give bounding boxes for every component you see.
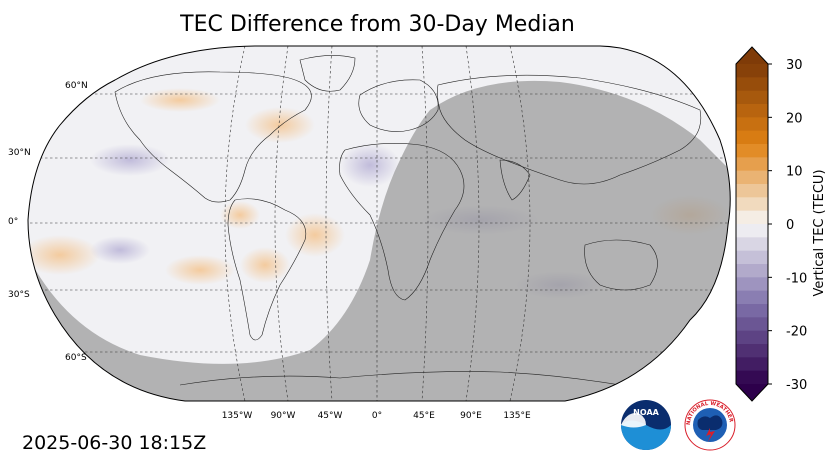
asia-outline	[437, 74, 702, 185]
colorbar-step	[736, 237, 768, 252]
lon-label: 90°W	[271, 411, 296, 421]
lon-label: 45°W	[318, 411, 343, 421]
colorbar-ticks: 30 20 10 0 -10 -20 -30	[768, 58, 807, 393]
europe-outline	[358, 79, 439, 132]
africa-outline	[339, 143, 465, 301]
colorbar-step	[736, 264, 768, 278]
colorbar-step	[736, 170, 768, 185]
lat-label: 30°N	[8, 148, 31, 158]
australia-outline	[584, 239, 658, 291]
antarctica-outline	[179, 371, 621, 386]
noaa-logo-text: NOAA	[633, 408, 659, 417]
agency-logos: NOAA NATIONAL WEATHER SERVICE	[616, 394, 738, 454]
colorbar-step	[736, 130, 768, 145]
greenland-outline	[299, 55, 356, 92]
tec-anomaly-negative	[340, 143, 400, 187]
colorbar: 30 20 10 0 -10 -20 -30 Vertical TEC (TECU)	[735, 46, 827, 402]
tec-anomaly-positive	[245, 107, 315, 143]
south-america-outline	[227, 198, 307, 341]
colorbar-step	[736, 370, 768, 385]
lon-label: 45°E	[413, 411, 435, 421]
tec-anomaly-positive	[165, 255, 235, 285]
lon-label: 0°	[372, 411, 382, 421]
colorbar-tick-label: 20	[786, 111, 803, 126]
meridian-135e	[509, 45, 531, 401]
colorbar-step	[736, 250, 768, 265]
tec-anomaly-positive	[28, 235, 100, 275]
lon-label: 135°W	[222, 411, 253, 421]
north-america-outline	[114, 71, 312, 203]
meridian-90e	[465, 45, 480, 401]
night-terminator-shading	[28, 80, 731, 401]
colorbar-tick-label: 30	[786, 58, 803, 73]
colorbar-tick-label: -30	[786, 378, 807, 393]
colorbar-tick-label: -20	[786, 325, 807, 340]
globe-content	[28, 45, 731, 401]
lon-label: 135°E	[503, 411, 531, 421]
colorbar-tick-label: 0	[786, 218, 794, 233]
colorbar-extend-min	[736, 384, 768, 401]
colorbar-step	[736, 144, 768, 158]
colorbar-step	[736, 304, 768, 318]
graticule	[28, 45, 731, 401]
colorbar-step	[736, 90, 768, 105]
lat-label: 0°	[8, 217, 18, 227]
meridian-45e	[421, 45, 429, 401]
colorbar-step	[736, 117, 768, 132]
colorbar-step	[736, 104, 768, 118]
lon-label: 90°E	[460, 411, 482, 421]
meridian-90w	[274, 45, 289, 401]
colorbar-step	[736, 157, 768, 172]
colorbar-step	[736, 277, 768, 292]
colorbar-step	[736, 77, 768, 92]
colorbar-step	[736, 357, 768, 372]
colorbar-step	[736, 317, 768, 332]
noaa-logo: NOAA	[621, 400, 671, 450]
lat-label: 30°S	[8, 290, 30, 300]
timestamp: 2025-06-30 18:15Z	[22, 432, 207, 454]
colorbar-steps	[736, 47, 768, 401]
tec-anomaly-positive	[285, 213, 345, 257]
chart-title: TEC Difference from 30-Day Median	[180, 12, 575, 37]
colorbar-step	[736, 64, 768, 78]
colorbar-step	[736, 184, 768, 198]
lat-label: 60°N	[65, 81, 88, 91]
colorbar-tick-label: 10	[786, 165, 803, 180]
tec-anomaly-positive	[240, 247, 290, 283]
tec-anomaly-positive	[140, 88, 220, 112]
india-outline	[499, 159, 531, 201]
coastlines	[114, 55, 702, 386]
colorbar-step	[736, 224, 768, 238]
meridian-45w	[325, 45, 333, 401]
meridian-135w	[224, 45, 246, 401]
colorbar-extend-max	[736, 47, 768, 64]
colorbar-step	[736, 330, 768, 345]
lat-label: 60°S	[65, 353, 87, 363]
colorbar-tick-label: -10	[786, 271, 807, 286]
colorbar-step	[736, 210, 768, 225]
tec-anomaly-negative	[90, 236, 150, 264]
colorbar-step	[736, 197, 768, 212]
colorbar-step	[736, 290, 768, 305]
colorbar-step	[736, 344, 768, 358]
colorbar-label: Vertical TEC (TECU)	[812, 169, 827, 296]
tec-anomaly-positive	[220, 201, 260, 229]
